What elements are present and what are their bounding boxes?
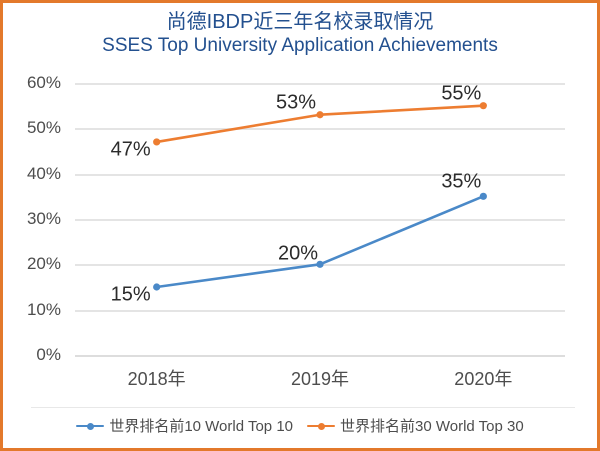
- data-point-label: 53%: [275, 91, 317, 114]
- legend-marker-icon: [307, 420, 335, 432]
- legend-label: 世界排名前30 World Top 30: [340, 418, 524, 435]
- chart-title-chinese: 尚德IBDP近三年名校录取情况: [166, 11, 434, 33]
- y-axis-tick-label: 60%: [26, 73, 61, 92]
- data-point-label: 20%: [277, 242, 319, 265]
- chart-legend: 世界排名前10 World Top 10 世界排名前30 World Top 30: [3, 415, 597, 436]
- y-axis-tick-label: 10%: [26, 299, 61, 319]
- gridline: [75, 128, 565, 131]
- gridline: [75, 355, 565, 357]
- gridline: [75, 264, 565, 267]
- data-point-label: 15%: [110, 283, 151, 306]
- data-point-label: 47%: [110, 138, 151, 161]
- legend-separator: [31, 407, 575, 408]
- plot-area: [75, 83, 565, 357]
- y-axis-tick-label: 0%: [36, 345, 61, 364]
- y-axis-tick-label: 20%: [26, 254, 61, 274]
- legend-item[interactable]: 世界排名前10 World Top 10: [76, 415, 293, 436]
- legend-marker-icon: [76, 420, 105, 432]
- y-axis-tick-label: 30%: [26, 209, 61, 228]
- gridline: [75, 219, 565, 221]
- legend-item[interactable]: 世界排名前30 World Top 30: [307, 415, 524, 436]
- x-axis-tick-label: 2019年: [290, 369, 350, 389]
- x-axis-tick-label: 2018年: [127, 369, 186, 389]
- data-point-label: 55%: [441, 82, 482, 105]
- x-axis-labels: 2018年 2019年 2020年: [75, 365, 565, 395]
- chart-title-block: 尚德IBDP近三年名校录取情况 SSES Top University Appl…: [3, 11, 597, 57]
- data-point-label: 35%: [441, 170, 482, 193]
- legend-label: 世界排名前10 World Top 10: [109, 418, 293, 435]
- y-axis-labels: 60% 50% 40% 30% 20% 10% 0%: [3, 73, 69, 364]
- y-axis-tick-label: 50%: [26, 118, 61, 138]
- chart-subtitle-english: SSES Top University Application Achievem…: [102, 35, 498, 56]
- gridline: [75, 309, 565, 312]
- gridline: [75, 173, 565, 176]
- x-axis-tick-label: 2020年: [454, 369, 513, 389]
- gridline: [75, 83, 565, 85]
- y-axis-tick-label: 40%: [26, 163, 61, 183]
